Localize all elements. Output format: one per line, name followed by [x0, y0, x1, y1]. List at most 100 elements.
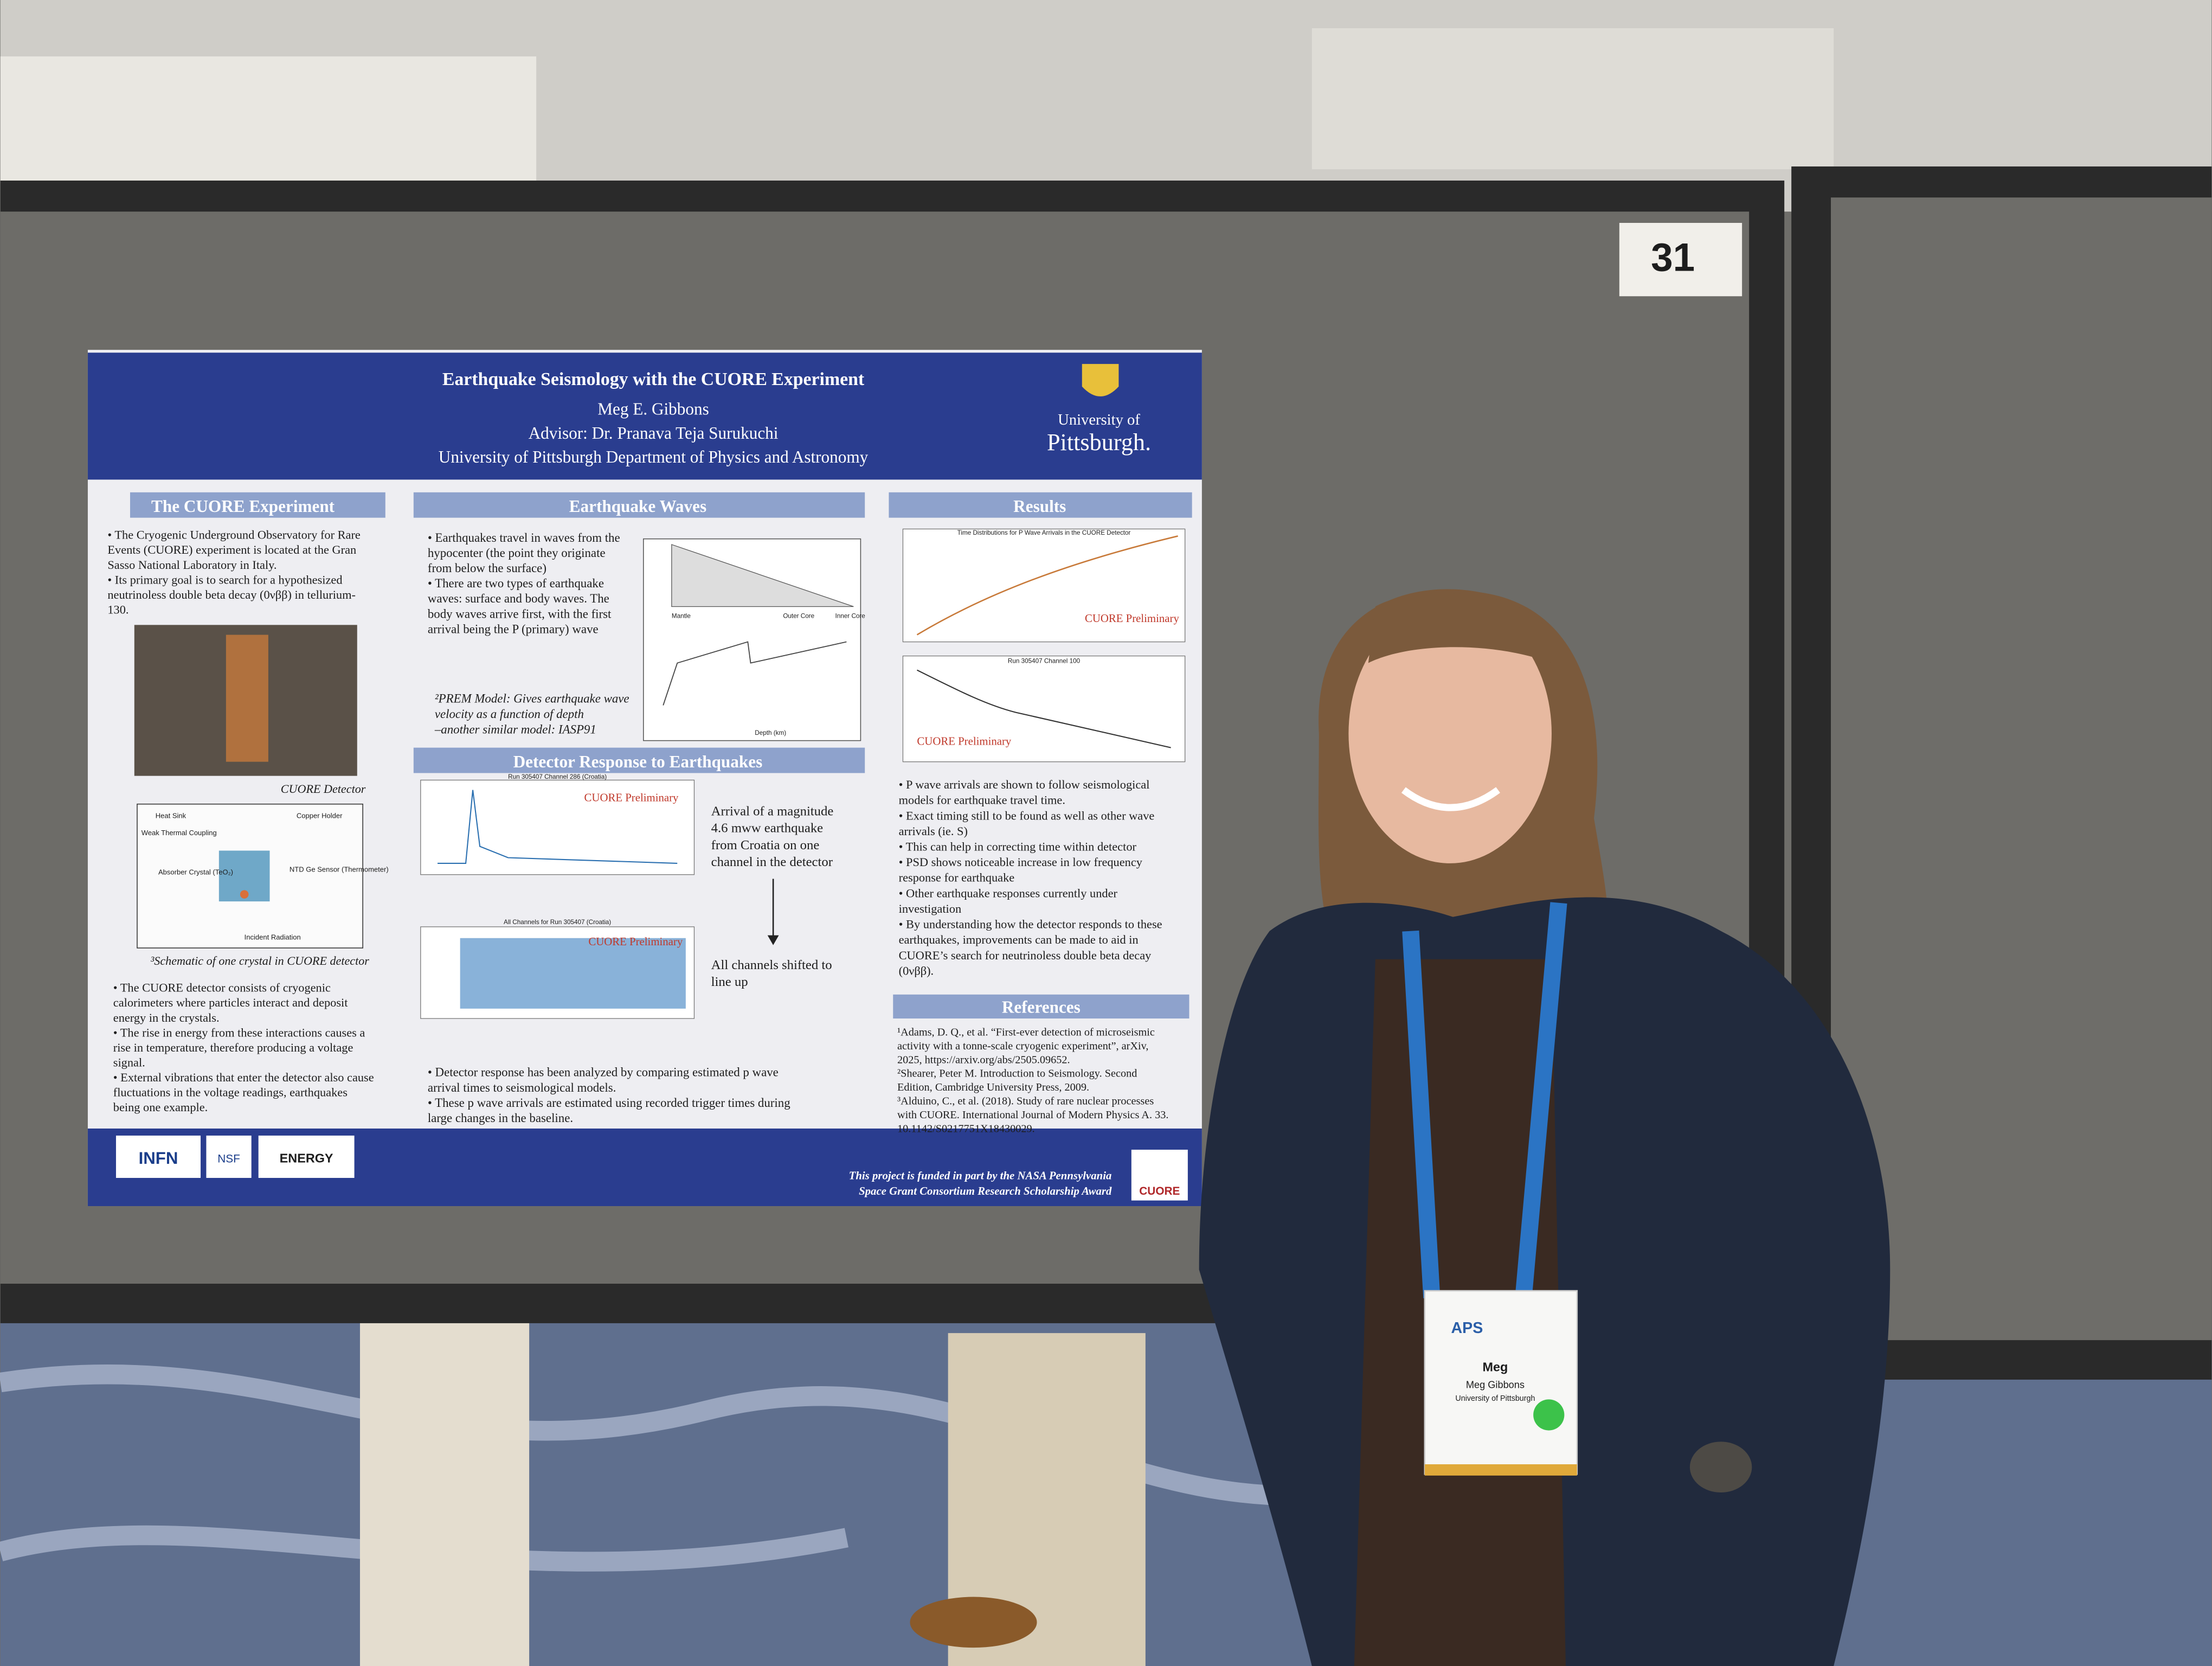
poster-text-line: arrival times to seismological models. [428, 1081, 616, 1094]
name-badge [1424, 1290, 1578, 1475]
poster: Earthquake Seismology with the CUORE Exp… [87, 350, 1202, 1207]
plot-title: Run 305407 Channel 286 (Croatia) [508, 773, 607, 780]
poster-text-line: • External vibrations that enter the det… [113, 1071, 374, 1084]
poster-text-line: Arrival of a magnitude [711, 804, 834, 818]
footer-logo: CUORE [1139, 1185, 1180, 1197]
board-number: 31 [1651, 235, 1695, 279]
poster-text-line: activity with a tonne-scale cryogenic ex… [897, 1040, 1148, 1052]
plot-title: Time Distributions for P Wave Arrivals i… [957, 529, 1131, 536]
schematic-sensor [240, 890, 249, 899]
detector-photo-cryostat [226, 635, 268, 762]
plot-label: Outer Core [783, 612, 814, 619]
schematic-labels: Heat Sink Copper Holder Weak Thermal Coupl… [142, 812, 389, 941]
poster-text-line: energy in the crystals. [113, 1011, 220, 1024]
plot-title: Run 305407 Channel 100 [1008, 658, 1081, 665]
text-blocks: • The Cryogenic Underground Observatory … [107, 528, 1168, 1198]
poster-text-line: arrivals (ie. S) [899, 824, 968, 838]
poster-text-line: • Detector response has been analyzed by… [428, 1066, 779, 1079]
arrow-head [767, 935, 779, 945]
poster-text-line: • Exact timing still to be found as well… [899, 809, 1155, 822]
plot-title: All Channels for Run 305407 (Croatia) [504, 919, 611, 926]
poster-text-line: neutrinoless double beta decay (0νββ) in… [107, 588, 356, 601]
prem-labels: Mantle Outer Core Inner Core Depth (km) [672, 612, 865, 736]
poster-text-line: line up [711, 975, 748, 989]
logo-box [258, 1135, 355, 1178]
poster-text-line: rise in temperature, therefore producing… [113, 1041, 353, 1054]
poster-text-line: • The CUORE detector consists of cryogen… [113, 981, 331, 995]
poster-text-line: body waves arrive first, with the first [428, 607, 612, 620]
board [1831, 197, 2212, 1341]
results-curve [916, 535, 1178, 636]
preliminary-label: CUORE Preliminary [584, 791, 679, 804]
poster-text-line: 130. [107, 603, 128, 617]
poster-text-line: signal. [113, 1055, 145, 1069]
poster-text-line: arrival being the P (primary) wave [428, 622, 599, 636]
person-legs [359, 1319, 530, 1666]
watch [1689, 1441, 1752, 1493]
poster-text-line: • There are two types of earthquake [428, 576, 604, 590]
badge-stripe [1424, 1464, 1577, 1476]
poster-text-line: being one example. [113, 1100, 208, 1114]
schematic-label: Weak Thermal Coupling [142, 829, 217, 837]
poster-text-line: ²Shearer, Peter M. Introduction to Seism… [897, 1068, 1137, 1080]
university-logo: University of [1058, 412, 1140, 428]
university-shield [1082, 364, 1119, 396]
logo-box [1131, 1149, 1188, 1201]
poster-text-line: from Croatia on one [711, 838, 820, 853]
poster-text-line: 10.1142/S0217751X18430029. [897, 1123, 1035, 1135]
person: APS Meg Meg Gibbons University of Pittsb… [1199, 589, 1891, 1666]
prem-earth-slice [671, 544, 854, 607]
poster-text-line: • This can help in correcting time withi… [899, 840, 1137, 854]
poster-text-line: from below the surface) [428, 561, 546, 575]
poster-text-line: • Other earthquake responses currently u… [899, 886, 1118, 900]
poster-text-line: fluctuations in the voltage readings, ea… [113, 1086, 348, 1099]
poster-text-line: investigation [899, 902, 962, 915]
poster-text-line: hypocenter (the point they originate [428, 546, 606, 560]
poster-text-line: (0νββ). [899, 964, 934, 977]
poster-text-line: –another similar model: IASP91 [434, 723, 596, 736]
poster-text-line: • The rise in energy from these interact… [113, 1026, 365, 1039]
schematic-label: Copper Holder [297, 812, 343, 820]
bangs [1368, 593, 1552, 663]
poster-text-line: response for earthquake [899, 871, 1015, 885]
poster-text-line: velocity as a function of depth [435, 707, 584, 721]
poster-title: Earthquake Seismology with the CUORE Exp… [442, 369, 865, 389]
poster-text-line: • Earthquakes travel in waves from the [428, 531, 620, 544]
poster-author: Meg E. Gibbons [597, 400, 709, 419]
section-heading-bar [889, 492, 1192, 518]
poster-text-line: Sasso National Laboratory in Italy. [107, 558, 276, 572]
poster-text-line: earthquakes, improvements can be made to… [899, 933, 1139, 946]
preliminary-label: CUORE Preliminary [917, 735, 1011, 747]
face [1348, 604, 1552, 863]
logo-box [115, 1135, 201, 1178]
university-logo: Pittsburgh. [1047, 429, 1151, 456]
plot-label: Mantle [672, 612, 691, 619]
prem-curve [663, 641, 847, 706]
results-plot [902, 528, 1186, 643]
poster-text-line: • The Cryogenic Underground Observatory … [107, 528, 361, 542]
poster-text-line: Space Grant Consortium Research Scholars… [859, 1185, 1112, 1197]
schematic-label: NTD Ge Sensor (Thermometer) [290, 866, 389, 874]
poster-text-line: models for earthquake travel time. [899, 793, 1065, 807]
poster-text-line: All channels shifted to [711, 958, 832, 972]
poster-text-line: • PSD shows noticeable increase in low f… [899, 855, 1143, 869]
poster-text-line: • Its primary goal is to search for a hy… [107, 573, 342, 586]
ceiling-panel [1311, 28, 1834, 170]
psd-curve [916, 669, 1171, 748]
footer-logo: INFN [139, 1149, 178, 1168]
poster-text-line: 2025, https://arxiv.org/abs/2505.09652. [897, 1054, 1070, 1066]
schematic-caption: ³Schematic of one crystal in CUORE detec… [151, 954, 370, 967]
poster-text-line: channel in the detector [711, 855, 833, 869]
photo-caption: CUORE Detector [281, 782, 366, 796]
poster-affiliation: University of Pittsburgh Department of P… [439, 447, 869, 466]
poster-text-line: This project is funded in part by the NA… [849, 1170, 1112, 1182]
badge-org: APS [1451, 1319, 1483, 1337]
section-heading: Earthquake Waves [569, 497, 706, 516]
ceiling-light [0, 56, 537, 184]
section-heading: The CUORE Experiment [151, 497, 335, 516]
detector-trace [438, 790, 678, 864]
badge-affiliation: University of Pittsburgh [1455, 1394, 1535, 1403]
